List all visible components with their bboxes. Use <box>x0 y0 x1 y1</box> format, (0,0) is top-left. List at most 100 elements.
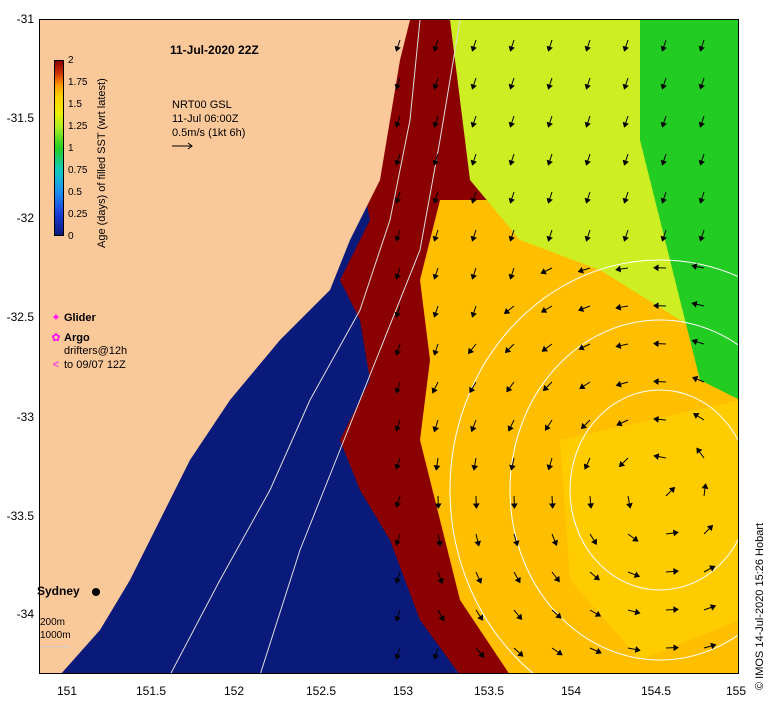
y-tick-label: -33 <box>16 410 34 424</box>
current-arrow-head <box>394 121 401 128</box>
colorbar-tick: 1 <box>68 143 74 154</box>
drifter-arrow-icon: < <box>52 359 60 371</box>
current-arrow-head <box>626 502 633 509</box>
current-arrow-head <box>509 464 516 471</box>
current-arrow-head <box>508 273 515 280</box>
current-arrow-head <box>633 571 641 578</box>
current-arrow-head <box>660 159 667 166</box>
legend-glider: ✦ Glider <box>51 312 96 324</box>
current-arrow-head <box>432 159 439 166</box>
x-tick-label: 151.5 <box>135 684 167 698</box>
age-region-yellow-core <box>560 400 738 660</box>
current-arrow-head <box>394 311 401 318</box>
x-tick-label: 151 <box>56 684 78 698</box>
current-arrow-head <box>506 386 513 393</box>
current-arrow-head <box>431 387 438 394</box>
current-arrow-head <box>556 649 563 656</box>
current-arrow-head <box>584 83 591 90</box>
current-arrow-head <box>394 501 401 508</box>
current-arrow-head <box>432 349 439 356</box>
depth-legend-line <box>40 646 70 647</box>
current-arrow-head <box>508 83 515 90</box>
current-arrow-head <box>660 83 667 90</box>
x-tick-label: 153 <box>392 684 414 698</box>
current-arrow-head <box>477 614 484 621</box>
current-arrow-head <box>615 380 622 388</box>
x-tick-label: 153.5 <box>473 684 505 698</box>
x-tick-label: 154.5 <box>640 684 672 698</box>
current-arrow-head <box>691 300 698 308</box>
current-arrow-head <box>503 307 511 315</box>
current-arrow-head <box>584 235 591 242</box>
colorbar-label: Age (days) of filled SST (wrt latest) <box>96 78 108 248</box>
current-arrow-head <box>432 653 439 660</box>
current-arrow-head <box>394 425 401 432</box>
overlay-product: NRT00 GSL <box>172 99 232 111</box>
current-arrow-head <box>622 235 629 242</box>
y-tick-label: -31 <box>16 12 34 26</box>
current-arrow-head <box>508 121 515 128</box>
current-arrow-head <box>546 83 553 90</box>
sst-age-map <box>39 19 739 674</box>
current-arrow-head <box>591 538 597 545</box>
current-arrow-head <box>394 273 401 280</box>
current-arrow-head <box>394 83 401 90</box>
current-arrow-head <box>437 577 444 585</box>
current-arrow-head <box>474 540 482 547</box>
current-arrow-head <box>541 345 548 352</box>
current-arrow-head <box>660 235 667 242</box>
current-arrow-head <box>551 539 558 546</box>
legend-argo: ✿ Argo <box>51 332 90 344</box>
current-arrow-head <box>673 644 679 652</box>
current-arrow-head <box>394 577 401 584</box>
current-arrow-head <box>595 647 602 655</box>
argo-icon: ✿ <box>51 332 61 344</box>
x-tick-label: 152 <box>223 684 245 698</box>
depth-1000m-label: 1000m <box>40 630 71 641</box>
current-arrow-head <box>584 121 591 128</box>
current-arrow-head <box>653 264 659 272</box>
current-arrow-head <box>540 306 548 313</box>
current-arrow-head <box>478 651 485 658</box>
current-arrow-head <box>622 45 629 52</box>
current-arrow-head <box>693 413 700 419</box>
colorbar-tick: 0 <box>68 231 74 242</box>
current-arrow-head <box>634 646 641 653</box>
current-arrow-head <box>615 265 622 273</box>
depth-contour-1000m <box>260 20 461 673</box>
current-arrow-head <box>622 197 629 204</box>
colorbar <box>54 60 64 236</box>
depth-200m-label: 200m <box>40 617 66 628</box>
colorbar-tick: 1.5 <box>68 99 82 110</box>
sydney-marker-icon <box>92 588 100 596</box>
current-arrow-head <box>546 121 553 128</box>
current-arrow-head <box>510 503 518 509</box>
place-label-sydney: Sydney <box>37 584 80 598</box>
current-arrow-head <box>432 426 439 433</box>
current-arrow-head <box>394 539 401 546</box>
current-arrow-head <box>577 305 585 312</box>
current-arrow-head <box>584 45 591 52</box>
current-arrow-head <box>622 121 629 128</box>
x-tick-label: 154 <box>560 684 582 698</box>
y-tick-label: -31.5 <box>6 111 34 125</box>
current-arrow-head <box>593 574 600 581</box>
current-arrow-head <box>470 45 477 52</box>
current-arrow-head <box>584 159 591 166</box>
current-arrow-head <box>615 342 622 349</box>
current-arrow-head <box>469 386 476 394</box>
current-vectors <box>394 39 717 660</box>
current-arrow-head <box>470 273 477 280</box>
current-arrow-head <box>507 425 514 432</box>
current-arrow-head <box>618 460 626 468</box>
current-arrow-head <box>653 453 660 460</box>
current-arrow-head <box>546 197 553 204</box>
current-arrow-head <box>698 159 705 166</box>
current-arrow-head <box>508 235 515 242</box>
current-arrow-head <box>434 503 442 509</box>
current-arrow-head <box>394 197 401 204</box>
current-arrow-head <box>632 535 639 542</box>
current-arrow-head <box>508 45 515 52</box>
current-arrow-head <box>438 614 445 622</box>
current-arrow-head <box>579 383 586 390</box>
